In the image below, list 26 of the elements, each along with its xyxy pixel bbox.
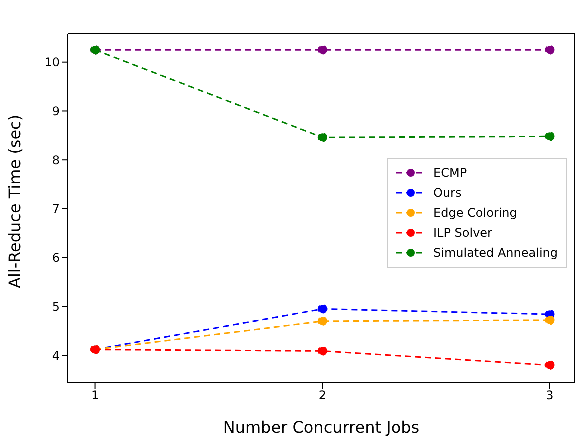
y-tick-label: 9 (52, 104, 60, 118)
x-axis-title: Number Concurrent Jobs (223, 418, 420, 437)
y-tick-label: 7 (52, 202, 60, 216)
x-tick-label: 2 (318, 388, 326, 403)
point (318, 304, 328, 314)
y-tick-label: 6 (52, 251, 60, 266)
y-tick-label: 8 (52, 153, 60, 168)
y-tick-label: 5 (52, 300, 60, 314)
x-tick-label: 1 (91, 388, 100, 403)
point (545, 45, 555, 55)
point (318, 45, 328, 55)
point (545, 360, 555, 370)
legend-label: Ours (434, 186, 462, 200)
point (318, 316, 328, 326)
legend-label: Edge Coloring (434, 206, 518, 220)
y-tick-label: 4 (52, 348, 60, 363)
legend-label: ECMP (434, 166, 468, 180)
legend-label: Simulated Annealing (434, 246, 558, 260)
legend-label: ILP Solver (434, 226, 492, 240)
point (318, 132, 328, 142)
point (318, 346, 328, 356)
y-tick-label: 10 (44, 56, 60, 70)
point (545, 132, 555, 142)
y-axis-title: All-Reduce Time (sec) (6, 114, 25, 288)
x-tick-label: 3 (546, 388, 554, 403)
point (545, 316, 555, 326)
